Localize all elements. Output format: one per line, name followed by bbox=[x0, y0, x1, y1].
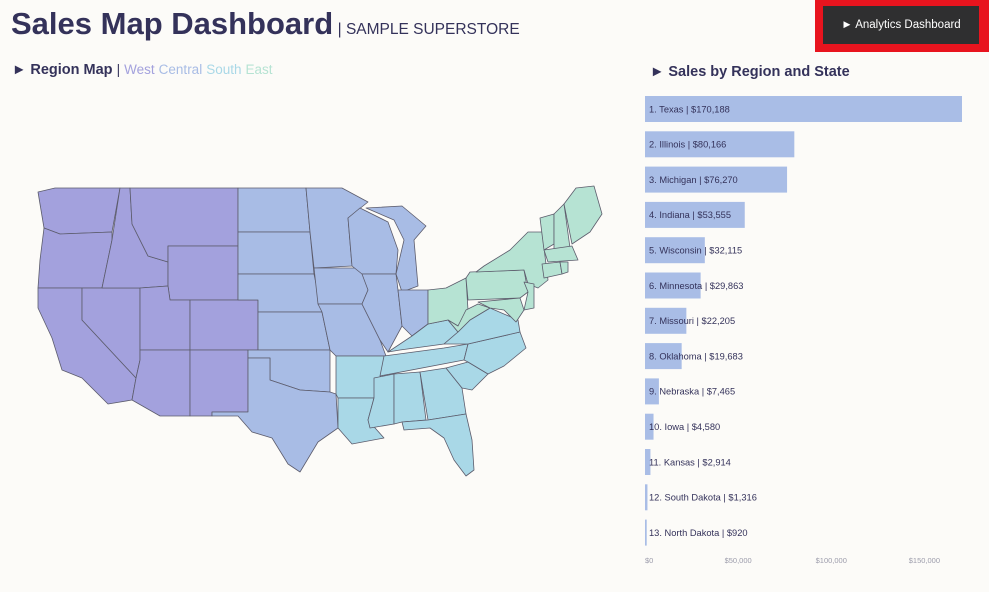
state-north-dakota[interactable] bbox=[237, 187, 311, 233]
state-maryland[interactable] bbox=[477, 297, 525, 323]
bar-label-6: 6. Minnesota | $29,863 bbox=[649, 281, 743, 291]
bar-label-9: 9. Nebraska | $7,465 bbox=[649, 387, 735, 397]
header: Sales Map Dashboard | SAMPLE SUPERSTORE bbox=[11, 6, 520, 42]
bar-label-5: 5. Wisconsin | $32,115 bbox=[649, 246, 742, 256]
state-new-york[interactable] bbox=[475, 231, 549, 289]
state-south-carolina[interactable] bbox=[445, 361, 489, 391]
state-maine[interactable] bbox=[563, 185, 603, 245]
legend-south[interactable]: South bbox=[206, 62, 242, 77]
analytics-dashboard-button[interactable]: ► Analytics Dashboard bbox=[823, 6, 979, 44]
legend-east[interactable]: East bbox=[245, 62, 273, 77]
legend-west[interactable]: West bbox=[124, 62, 155, 77]
bar-13[interactable] bbox=[645, 519, 647, 546]
us-region-map bbox=[37, 185, 603, 477]
state-texas[interactable] bbox=[211, 357, 339, 473]
bar-label-7: 7. Missouri | $22,205 bbox=[649, 316, 735, 326]
state-michigan[interactable] bbox=[365, 205, 427, 293]
bar-10[interactable] bbox=[645, 413, 654, 440]
state-iowa[interactable] bbox=[313, 267, 369, 305]
bar-labels: 1. Texas | $170,188 2. Illinois | $80,166… bbox=[649, 104, 757, 538]
state-wyoming[interactable] bbox=[167, 245, 239, 301]
x-tick-label: $100,000 bbox=[816, 556, 847, 565]
bar-label-10: 10. Iowa | $4,580 bbox=[649, 422, 720, 432]
state-colorado[interactable] bbox=[189, 299, 259, 351]
bar-label-4: 4. Indiana | $53,555 bbox=[649, 210, 731, 220]
state-west-virginia[interactable] bbox=[447, 303, 491, 333]
bar-label-3: 3. Michigan | $76,270 bbox=[649, 175, 738, 185]
bar-3[interactable] bbox=[645, 166, 788, 193]
page-subtitle: | SAMPLE SUPERSTORE bbox=[337, 21, 520, 38]
state-rhode-island[interactable] bbox=[559, 261, 569, 275]
state-massachusetts[interactable] bbox=[543, 245, 579, 263]
region-map-title: ► Region Map bbox=[12, 62, 113, 78]
bar-label-13: 13. North Dakota | $920 bbox=[649, 528, 748, 538]
state-new-jersey[interactable] bbox=[523, 281, 535, 311]
bar-12[interactable] bbox=[645, 484, 648, 511]
bar-label-12: 12. South Dakota | $1,316 bbox=[649, 493, 757, 503]
bar-series bbox=[645, 96, 962, 546]
sales-chart-title: ► Sales by Region and State bbox=[650, 64, 850, 80]
bar-8[interactable] bbox=[645, 343, 682, 370]
bar-4[interactable] bbox=[645, 201, 745, 228]
state-florida[interactable] bbox=[401, 413, 475, 477]
bar-7[interactable] bbox=[645, 307, 687, 334]
bar-label-11: 11. Kansas | $2,914 bbox=[649, 457, 731, 467]
bar-11[interactable] bbox=[645, 449, 651, 475]
state-washington[interactable] bbox=[37, 187, 121, 235]
region-map-header: ► Region Map | West Central South East bbox=[12, 62, 273, 78]
bar-2[interactable] bbox=[645, 131, 795, 158]
state-south-dakota[interactable] bbox=[237, 231, 315, 275]
state-wisconsin[interactable] bbox=[347, 207, 399, 275]
state-kansas[interactable] bbox=[257, 311, 331, 351]
analytics-button-highlight: ► Analytics Dashboard bbox=[815, 0, 989, 52]
bar-1[interactable] bbox=[645, 96, 962, 122]
sales-bar-chart: 1. Texas | $170,188 2. Illinois | $80,166… bbox=[645, 96, 962, 565]
state-new-mexico[interactable] bbox=[189, 349, 249, 417]
x-tick-label: $150,000 bbox=[909, 556, 940, 565]
state-connecticut[interactable] bbox=[541, 261, 563, 279]
bar-label-1: 1. Texas | $170,188 bbox=[649, 104, 730, 114]
bar-6[interactable] bbox=[645, 272, 701, 299]
legend-central[interactable]: Central bbox=[158, 62, 203, 77]
x-tick-label: $50,000 bbox=[725, 556, 752, 565]
page-title: Sales Map Dashboard bbox=[11, 6, 334, 41]
x-tick-label: $0 bbox=[645, 556, 653, 565]
state-georgia[interactable] bbox=[419, 367, 467, 421]
state-pennsylvania[interactable] bbox=[465, 269, 529, 301]
x-axis-ticks: $0 $50,000 $100,000 $150,000 bbox=[645, 556, 940, 565]
bar-9[interactable] bbox=[645, 378, 659, 405]
bar-5[interactable] bbox=[645, 237, 705, 264]
state-oregon[interactable] bbox=[37, 227, 113, 289]
legend-separator: | bbox=[116, 62, 121, 77]
bar-label-2: 2. Illinois | $80,166 bbox=[649, 140, 726, 150]
bar-label-8: 8. Oklahoma | $19,683 bbox=[649, 351, 743, 361]
state-arizona[interactable] bbox=[131, 349, 191, 417]
